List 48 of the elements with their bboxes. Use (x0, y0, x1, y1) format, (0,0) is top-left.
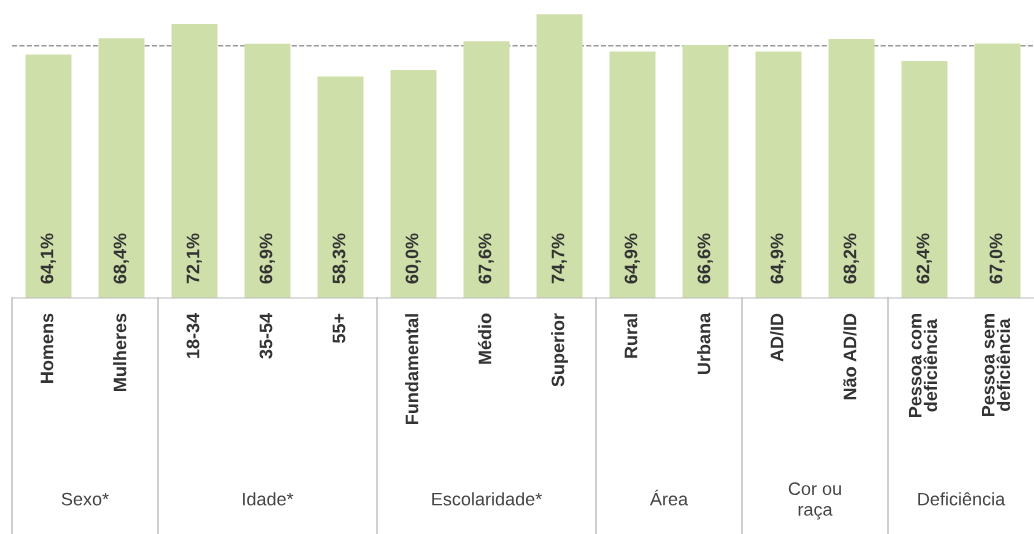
data-label: 68,2% (843, 233, 859, 284)
x-tick-label: Médio (477, 313, 492, 364)
data-label: 67,0% (989, 233, 1005, 284)
x-tick-label: Não AD/ID (843, 313, 857, 400)
x-tick-label: Urbana (697, 312, 711, 375)
data-label: 64,9% (770, 233, 786, 284)
text: Sexo* (61, 492, 109, 506)
x-tick-label: 55+ (332, 313, 346, 343)
bar (609, 51, 656, 298)
bar (98, 38, 145, 298)
data-label: 58,3% (332, 233, 348, 284)
bar (682, 44, 729, 298)
bar (463, 41, 510, 298)
bar (755, 51, 802, 298)
x-tick-label: Superior (551, 313, 568, 387)
data-label: 72,1% (186, 233, 202, 284)
x-tick-label: 35-54 (259, 312, 273, 359)
x-tick-label: Mulheres (113, 313, 127, 391)
text: Área (649, 489, 689, 506)
bar (25, 54, 72, 298)
data-label: 64,1% (40, 233, 56, 284)
bar (536, 14, 583, 298)
text: Idade* (243, 492, 294, 506)
x-tick-label: Pessoa sem deficiência (981, 314, 1011, 417)
bar (974, 43, 1021, 298)
data-label: 62,4% (916, 233, 932, 284)
data-label: 67,6% (478, 233, 494, 284)
bar (390, 70, 437, 298)
x-tick-label: Homens (40, 313, 54, 383)
bar (828, 38, 875, 298)
data-label: 66,9% (259, 233, 275, 284)
data-label: 60,0% (405, 233, 421, 284)
bar (171, 24, 218, 298)
data-label: 64,9% (624, 233, 640, 284)
data-label: 68,4% (113, 233, 129, 284)
data-label: 66,6% (697, 233, 713, 284)
bar (317, 76, 364, 298)
x-tick-label: 18-34 (186, 312, 200, 358)
text: Escolaridade* (432, 492, 542, 506)
text: Cor ou raça (788, 482, 841, 520)
bar (244, 43, 291, 298)
text: Deficiência (918, 492, 1006, 506)
data-label: 74,7% (551, 233, 567, 284)
x-tick-label: AD/ID (770, 313, 784, 362)
x-tick-label: Rural (624, 314, 638, 358)
x-tick-label: Fundamental (405, 314, 419, 425)
bar (901, 60, 948, 298)
x-tick-label: Pessoa com deficiência (908, 314, 938, 418)
